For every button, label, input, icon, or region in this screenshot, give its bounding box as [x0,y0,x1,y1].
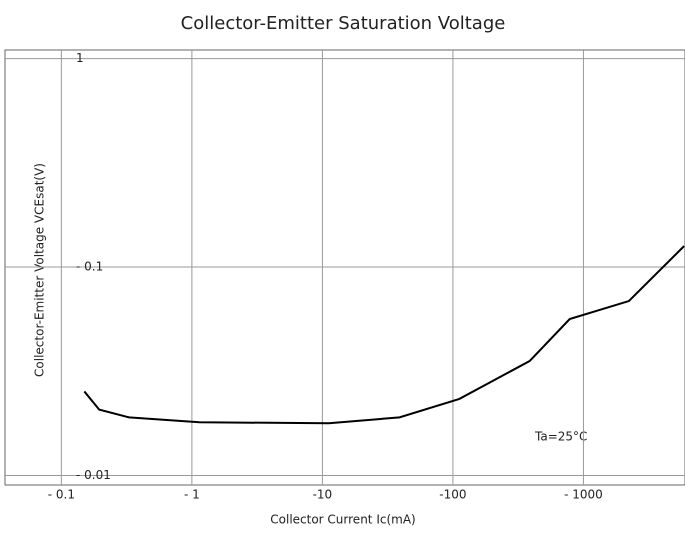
y-tick-label: 1 [76,51,84,65]
x-tick-label: -10 [313,488,333,502]
y-tick-label: - 0.1 [76,260,103,274]
x-axis-label: Collector Current Ic(mA) [270,513,415,527]
annotation: Ta=25°C [534,430,587,444]
data-line [83,245,685,425]
x-tick-label: - 1000 [564,488,603,502]
x-tick-label: - 1 [184,488,200,502]
y-axis-label: Collector-Emitter Voltage VCEsat(V) [33,163,47,377]
x-tick-label: - 0.1 [48,488,75,502]
chart-title: Collector-Emitter Saturation Voltage [181,13,506,34]
x-tick-label: -100 [439,488,466,502]
y-tick-label: - 0.01 [76,468,111,482]
